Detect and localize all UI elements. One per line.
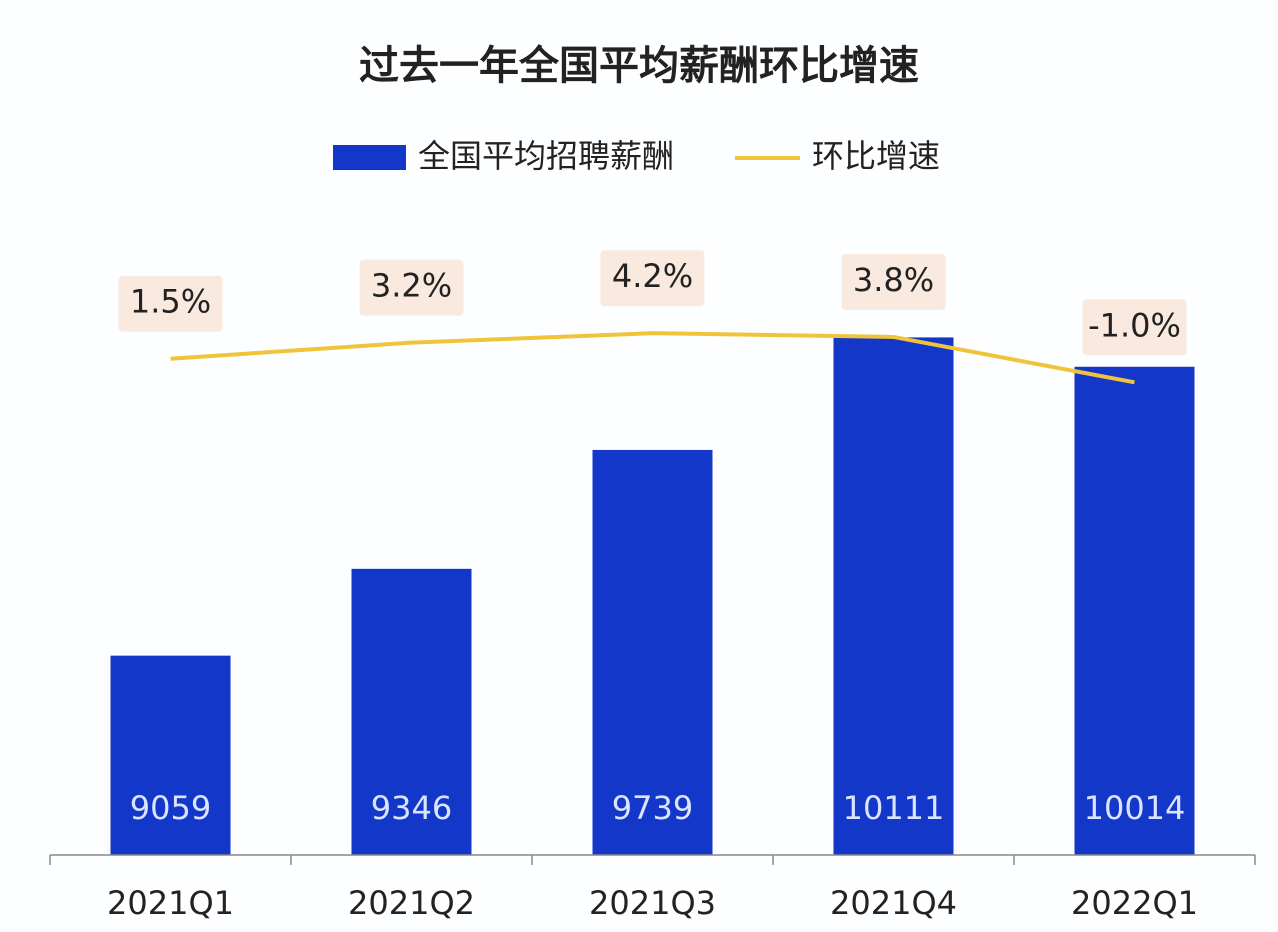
bar — [833, 337, 954, 855]
bar-value-label: 9739 — [612, 789, 693, 827]
legend-label: 全国平均招聘薪酬 — [418, 137, 674, 175]
legend: 全国平均招聘薪酬 环比增速 — [333, 137, 940, 175]
label-box — [118, 275, 223, 332]
label-box — [1082, 299, 1187, 356]
bar-value-label: 9059 — [130, 789, 211, 827]
line-value-label: 4.2% — [612, 257, 693, 295]
bar — [110, 655, 231, 855]
bar — [592, 449, 713, 855]
chart-title: 过去一年全国平均薪酬环比增速 — [359, 43, 919, 89]
legend-label: 环比增速 — [812, 137, 940, 175]
x-tick-label: 2022Q1 — [1071, 884, 1198, 922]
bar-value-label: 10014 — [1084, 789, 1186, 827]
label-box — [841, 253, 946, 310]
bar-value-label: 10111 — [843, 789, 945, 827]
line-value-label: 1.5% — [130, 283, 211, 321]
x-tick-label: 2021Q3 — [589, 884, 716, 922]
label-box — [359, 259, 464, 316]
line-value-label: -1.0% — [1088, 306, 1181, 344]
label-box — [600, 250, 705, 307]
x-tick-label: 2021Q2 — [348, 884, 475, 922]
x-tick-label: 2021Q4 — [830, 884, 957, 922]
bar — [1074, 366, 1195, 855]
line-value-label: 3.8% — [853, 261, 934, 299]
line-value-label: 3.2% — [371, 267, 452, 305]
x-tick-label: 2021Q1 — [107, 884, 234, 922]
line — [170, 331, 1135, 385]
bar — [351, 568, 472, 855]
bar-value-label: 9346 — [371, 789, 452, 827]
legend-swatch — [333, 145, 406, 170]
